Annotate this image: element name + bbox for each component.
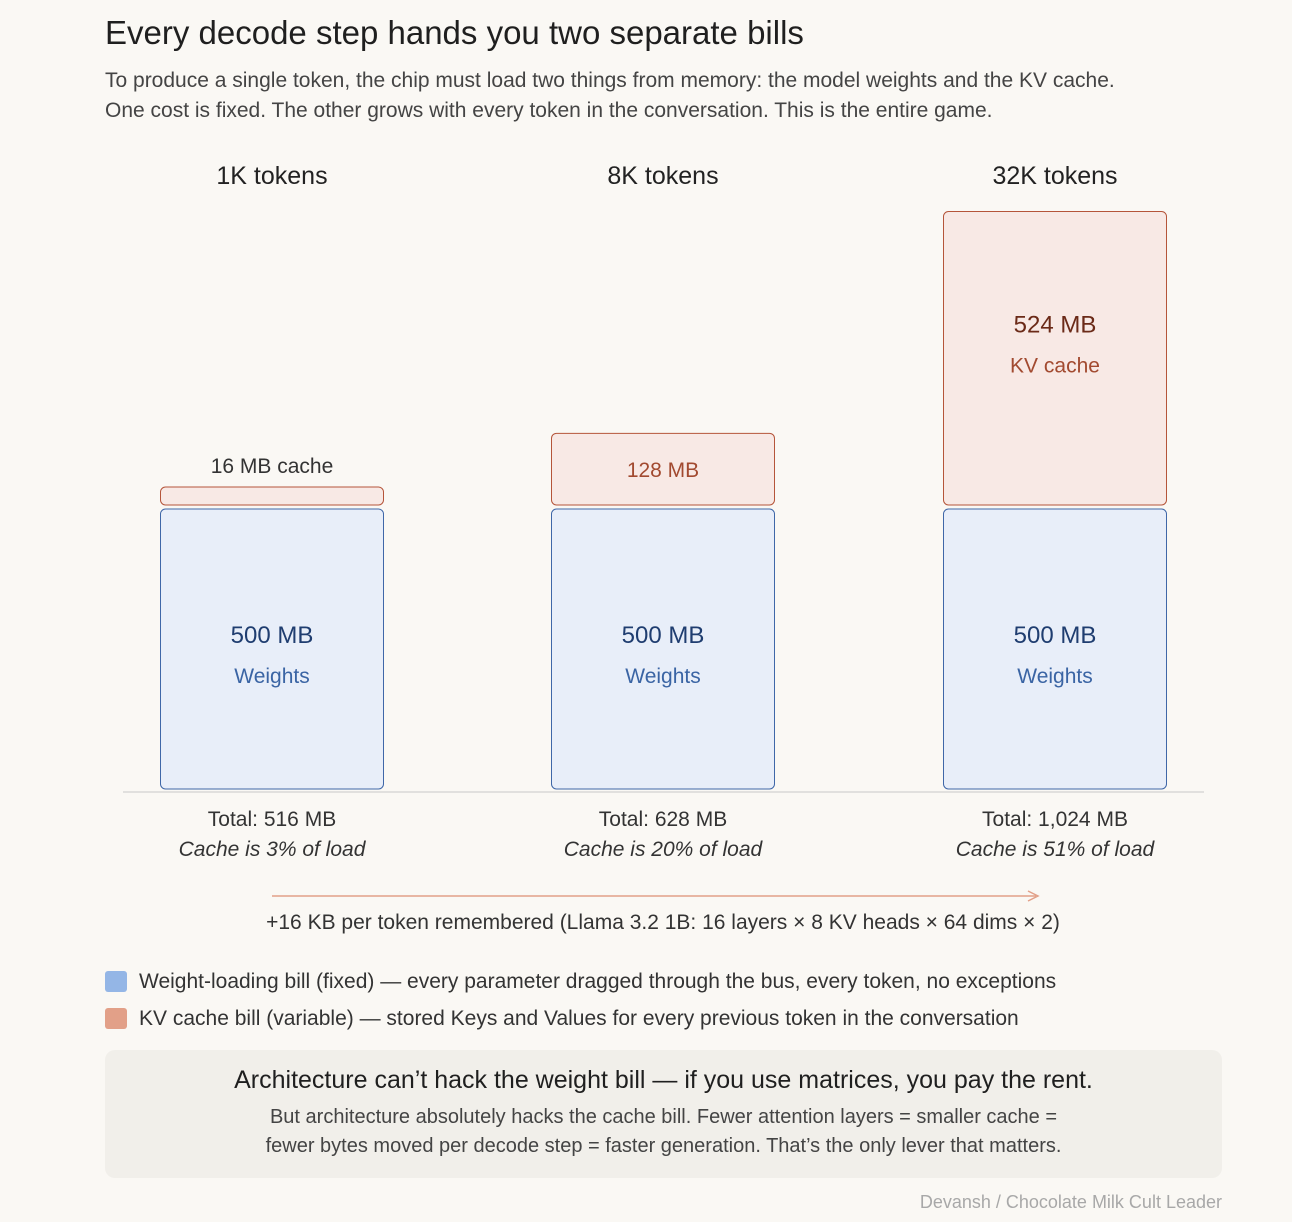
- figure-title: Every decode step hands you two separate…: [105, 14, 804, 51]
- subtitle-line: To produce a single token, the chip must…: [105, 69, 1115, 92]
- bar-cache-share: Cache is 3% of load: [179, 838, 367, 861]
- category-label: 1K tokens: [216, 162, 327, 190]
- bar-cache-share: Cache is 20% of load: [564, 838, 764, 861]
- legend-label: KV cache bill (variable) — stored Keys a…: [139, 1006, 1019, 1030]
- bar-cache-share: Cache is 51% of load: [956, 838, 1156, 861]
- legend-item-weights: Weight-loading bill (fixed) — every para…: [105, 963, 1056, 1000]
- subtitle-line: One cost is fixed. The other grows with …: [105, 99, 993, 122]
- bar-weights-caption: Weights: [234, 665, 309, 688]
- figure-subtitle: To produce a single token, the chip must…: [105, 66, 1255, 126]
- callout-body-line: But architecture absolutely hacks the ca…: [269, 1106, 1058, 1128]
- bar-kv-cache: [551, 432, 775, 506]
- bar-weights: [160, 508, 384, 790]
- bar-kv-cache-caption: KV cache: [1010, 354, 1100, 377]
- callout-headline: Architecture can’t hack the weight bill …: [234, 1066, 1093, 1094]
- growth-note: +16 KB per token remembered (Llama 3.2 1…: [266, 911, 1060, 934]
- legend-swatch-weights: [105, 971, 127, 992]
- bar-kv-cache-value: 524 MB: [1014, 311, 1097, 338]
- bar-weights-caption: Weights: [625, 665, 700, 688]
- bar-total: Total: 628 MB: [599, 808, 727, 831]
- category-label: 8K tokens: [607, 162, 718, 190]
- bar-weights-value: 500 MB: [1014, 622, 1097, 649]
- callout-body: But architecture absolutely hacks the ca…: [105, 1103, 1222, 1161]
- bar-kv-cache: [943, 211, 1167, 506]
- bar-total: Total: 516 MB: [208, 808, 336, 831]
- callout-body-line: fewer bytes moved per decode step = fast…: [265, 1135, 1062, 1157]
- legend-swatch-kv-cache: [105, 1008, 127, 1029]
- legend: Weight-loading bill (fixed) — every para…: [105, 963, 1056, 1037]
- bar-weights-caption: Weights: [1017, 665, 1092, 688]
- credit: Devansh / Chocolate Milk Cult Leader: [919, 1192, 1222, 1212]
- bar-weights-value: 500 MB: [622, 622, 705, 649]
- takeaway-callout: Architecture can’t hack the weight bill …: [105, 1050, 1222, 1178]
- bar-kv-cache: [160, 486, 384, 506]
- bar-weights: [551, 508, 775, 790]
- legend-label: Weight-loading bill (fixed) — every para…: [139, 969, 1057, 993]
- bar-weights: [943, 508, 1167, 790]
- bar-kv-cache-value: 128 MB: [627, 459, 699, 482]
- stacked-bar-chart: 1K tokens 500 MB Weights 16 MB cache Total: …: [123, 162, 1204, 934]
- bar-total: Total: 1,024 MB: [982, 808, 1128, 831]
- arrow-right-icon: [1027, 890, 1040, 902]
- bar-weights-value: 500 MB: [231, 622, 314, 649]
- category-label: 32K tokens: [992, 162, 1117, 190]
- legend-item-kv-cache: KV cache bill (variable) — stored Keys a…: [105, 1000, 1056, 1037]
- bar-kv-cache-value: 16 MB cache: [211, 455, 334, 478]
